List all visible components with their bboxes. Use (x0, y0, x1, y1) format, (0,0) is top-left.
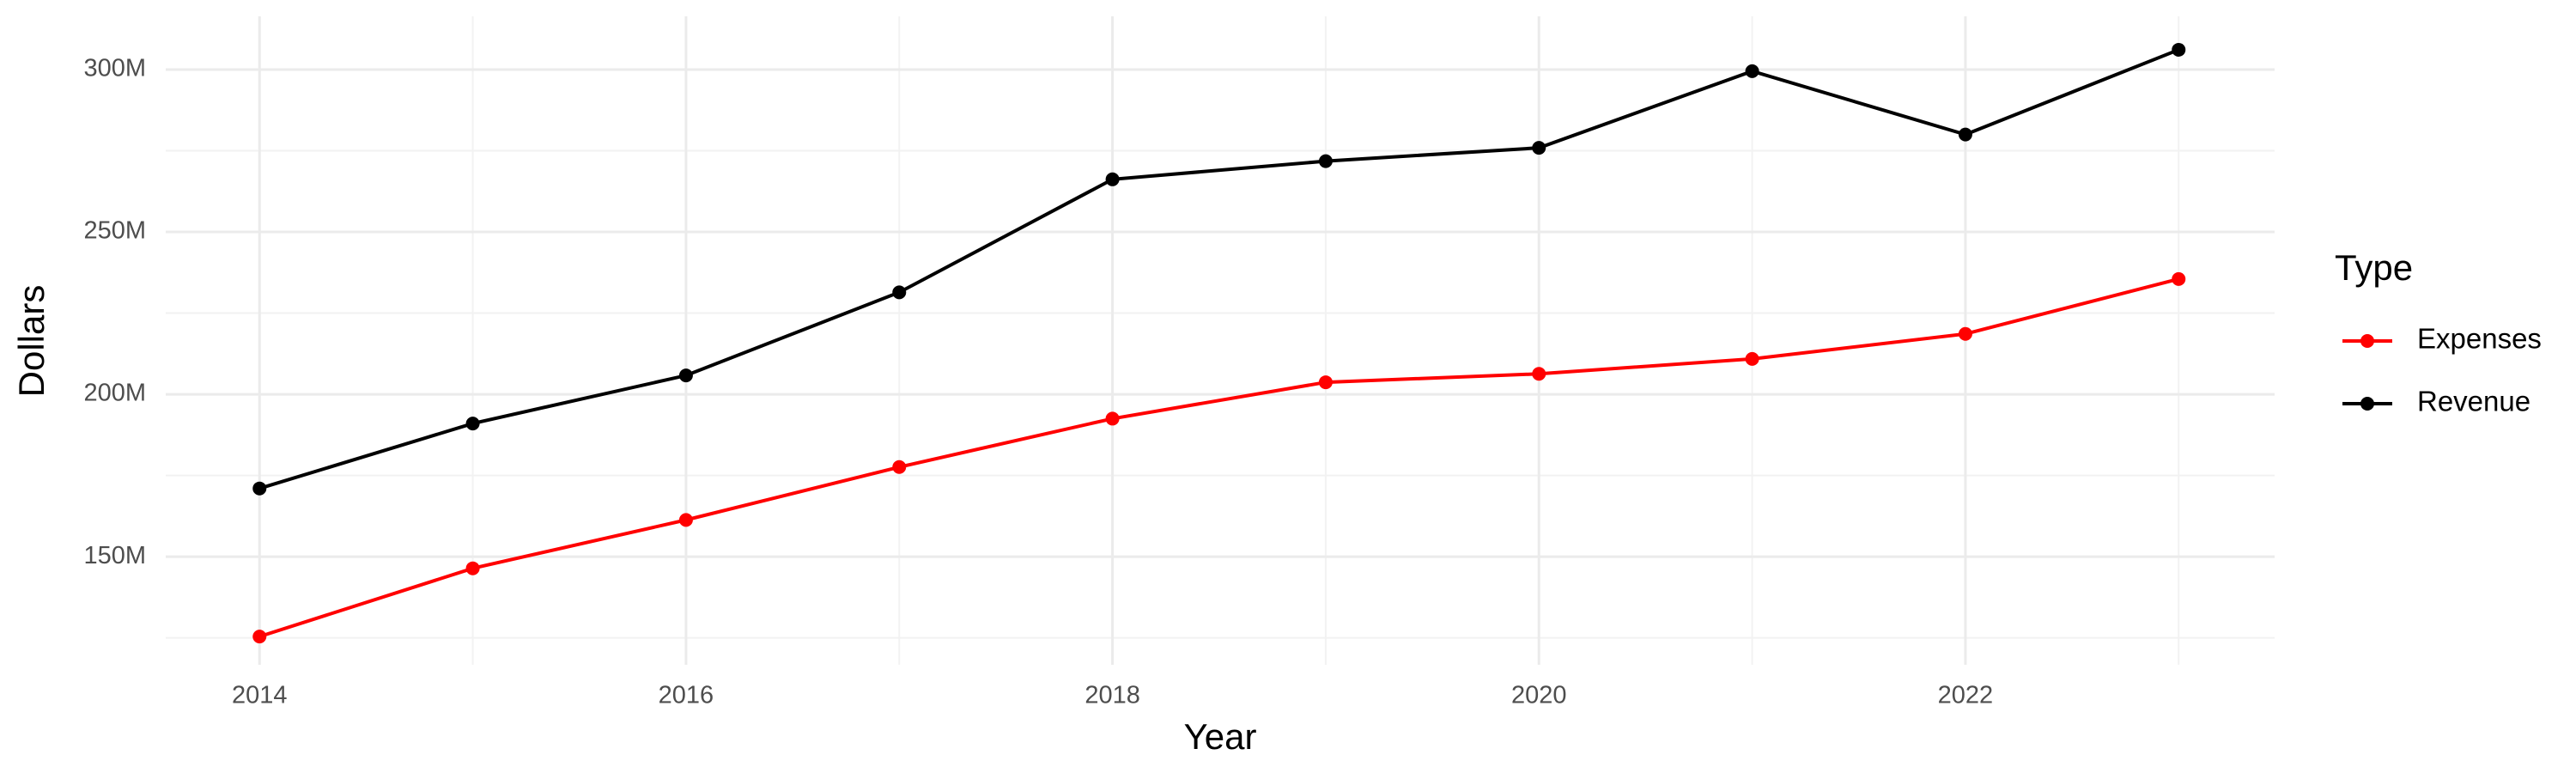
series-line (258, 48, 2179, 490)
data-point (678, 513, 693, 527)
data-point (1105, 172, 1120, 186)
legend-label: Revenue (2417, 386, 2530, 417)
data-point (1105, 411, 1120, 426)
x-axis-title: Year (1184, 716, 1257, 757)
series-line (258, 277, 2179, 639)
y-tick-label: 300M (83, 55, 146, 82)
data-point (1532, 367, 1546, 381)
legend-label: Expenses (2417, 323, 2542, 355)
data-point (252, 481, 267, 496)
data-point (252, 630, 267, 644)
data-point (465, 417, 480, 431)
data-point (1745, 351, 1759, 366)
data-point (1958, 326, 1972, 341)
legend-title: Type (2335, 247, 2413, 288)
data-point (892, 285, 907, 300)
data-point (1958, 127, 1972, 142)
y-tick-label: 150M (83, 542, 146, 569)
data-point (892, 460, 907, 474)
y-tick-label: 200M (83, 380, 146, 407)
data-point (1318, 375, 1333, 390)
x-tick-label: 2014 (232, 682, 288, 709)
x-tick-label: 2022 (1938, 682, 1994, 709)
data-point (2172, 42, 2186, 57)
x-tick-label: 2018 (1084, 682, 1140, 709)
data-point (465, 561, 480, 575)
data-point (2172, 271, 2186, 286)
x-tick-label: 2020 (1511, 682, 1567, 709)
data-point (1532, 141, 1546, 155)
data-point (1318, 154, 1333, 168)
data-point (1745, 64, 1759, 78)
y-tick-label: 250M (83, 217, 146, 245)
legend-key-point (2360, 397, 2374, 411)
x-tick-label: 2016 (659, 682, 714, 709)
y-axis-title: Dollars (11, 285, 52, 398)
legend-key-point (2360, 334, 2374, 348)
data-point (678, 368, 693, 383)
